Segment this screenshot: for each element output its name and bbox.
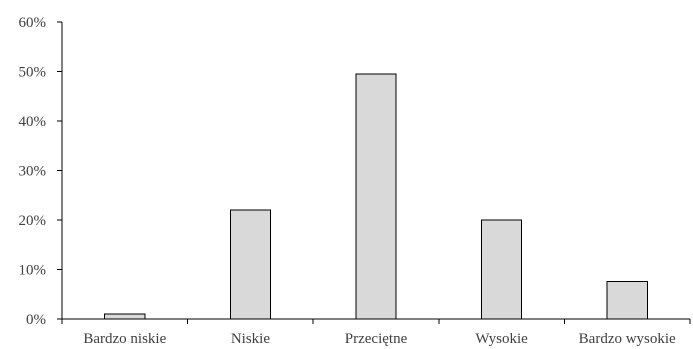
x-tick-label: Wysokie bbox=[475, 331, 528, 347]
x-tick-label: Bardzo niskie bbox=[83, 331, 166, 347]
category-labels: Bardzo niskie Niskie Przeciętne Wysokie Bard… bbox=[83, 331, 676, 347]
y-tick-label: 30% bbox=[19, 164, 47, 180]
bar-0 bbox=[104, 313, 146, 320]
y-tick-label: 20% bbox=[19, 213, 47, 229]
bar-4 bbox=[606, 280, 648, 320]
y-tick-label: 0% bbox=[26, 312, 46, 328]
y-tick-label: 60% bbox=[19, 15, 47, 31]
bars bbox=[104, 73, 648, 320]
bar-2 bbox=[355, 73, 397, 320]
x-tick-label: Niskie bbox=[231, 331, 271, 347]
y-tick-label: 40% bbox=[19, 114, 47, 130]
bar-3 bbox=[481, 219, 523, 320]
x-tick-label: Przeciętne bbox=[345, 331, 408, 347]
y-tick-label: 10% bbox=[19, 263, 47, 279]
x-axis bbox=[61, 318, 691, 324]
x-tick-label: Bardzo wysokie bbox=[579, 331, 676, 347]
y-axis: 0% 10% 20% 30% 40% 50% 60% bbox=[19, 15, 63, 328]
bar-1 bbox=[229, 209, 271, 320]
y-tick-label: 50% bbox=[19, 65, 47, 81]
